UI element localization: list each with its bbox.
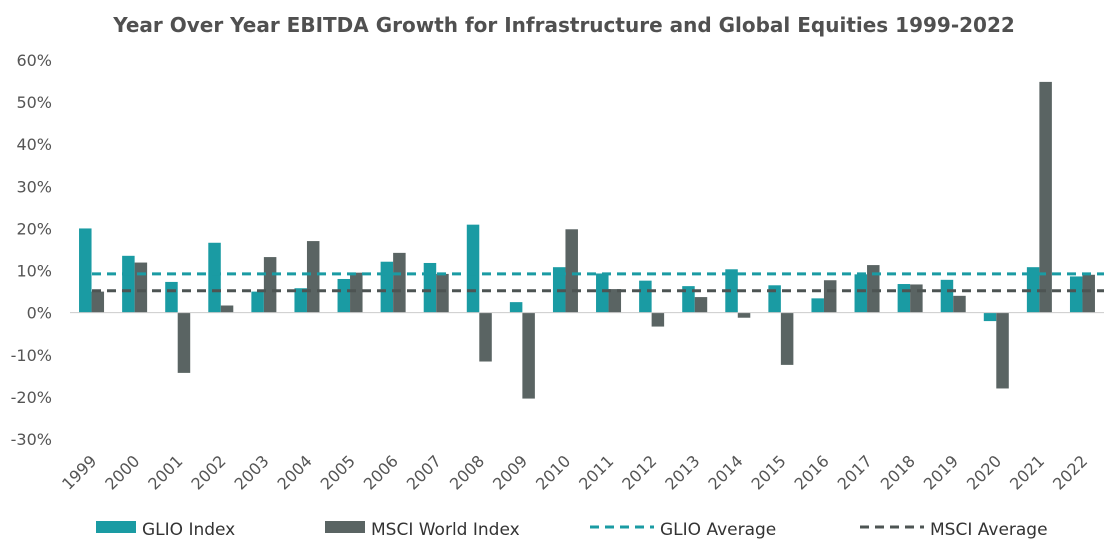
x-tick-label: 2011 [575,451,617,493]
msci-bar [134,262,148,313]
x-tick-label: 2020 [963,451,1005,493]
x-tick-label: 2002 [187,451,229,493]
x-tick-label: 2008 [446,451,488,493]
x-tick-label: 2016 [791,451,833,493]
legend-glio-average: GLIO Average [590,520,776,540]
x-tick-label: 2019 [920,451,962,493]
x-tick-label: 2013 [661,451,703,493]
legend-msci-world-index: MSCI World Index [325,520,520,540]
glio-bar [294,288,307,313]
msci-bar [436,273,449,313]
x-tick-label: 2003 [230,451,272,493]
legend-swatch [325,521,365,533]
legend-swatch [96,521,136,533]
glio-bar [122,255,135,313]
glio-bar [983,312,997,322]
x-tick-label: 2000 [101,451,143,493]
x-tick-label: 2015 [747,451,789,493]
chart-title: Year Over Year EBITDA Growth for Infrast… [112,13,1015,37]
x-tick-label: 2012 [618,451,660,493]
glio-bar [509,302,523,313]
glio-bar [811,298,824,313]
msci-bar [220,305,234,313]
x-tick-label: 2006 [360,451,402,493]
x-tick-label: 2014 [704,451,746,493]
msci-bar [91,291,105,313]
x-tick-label: 2022 [1049,451,1091,493]
y-tick-label: 60% [16,51,52,70]
msci-bar [1082,274,1095,313]
x-tick-label: 2005 [317,451,359,493]
y-tick-label: 10% [16,262,52,281]
msci-bar [479,312,492,362]
msci-bar [651,312,665,327]
bars [79,81,1095,399]
x-tick-label: 2001 [144,451,186,493]
glio-bar [251,291,264,313]
legend-glio-index: GLIO Index [96,520,235,540]
legend-msci-average: MSCI Average [860,520,1048,540]
glio-bar [165,281,178,313]
msci-bar [996,312,1009,389]
legend-label: MSCI Average [930,520,1048,540]
x-tick-label: 2018 [877,451,919,493]
x-axis: 1999 2000 2001 2002 2003 2004 2005 2006 2007 2008… [58,451,1091,493]
glio-bar [380,261,394,313]
x-tick-label: 2010 [532,451,574,493]
y-tick-label: 30% [16,177,52,196]
glio-bar [682,286,695,313]
y-tick-label: 20% [16,219,52,238]
legend-label: GLIO Average [660,520,776,540]
y-axis: 60% 50% 40% 30% 20% 10% 0% -10% -20% -30% [11,51,52,449]
msci-bar [177,312,191,373]
msci-bar [780,312,794,365]
legend-label: MSCI World Index [371,520,520,540]
legend-label: GLIO Index [142,520,235,540]
x-tick-label: 2007 [403,451,445,493]
glio-bar [596,273,609,313]
glio-bar [423,262,437,313]
y-tick-label: -10% [11,346,52,365]
glio-bar [854,274,868,313]
glio-bar [725,269,738,313]
legend: GLIO Index MSCI World Index GLIO Average MS… [96,520,1048,540]
glio-bar [897,284,911,313]
glio-bar [639,280,652,313]
y-tick-label: -20% [11,388,52,407]
x-tick-label: 2021 [1006,451,1048,493]
y-tick-label: 50% [16,93,52,112]
glio-bar [337,278,351,313]
msci-bar [306,241,320,313]
msci-bar [350,272,363,313]
y-tick-label: -30% [11,430,52,449]
glio-bar [940,279,954,313]
x-tick-label: 2009 [489,451,531,493]
msci-bar [1039,81,1052,313]
msci-bar [910,284,923,313]
average-lines [92,272,1104,293]
msci-bar [867,265,880,313]
glio-bar [1069,276,1083,313]
y-tick-label: 0% [27,304,52,323]
msci-bar [953,295,966,313]
msci-bar [694,297,708,313]
x-tick-label: 2004 [274,451,316,493]
msci-bar [522,312,535,399]
glio-bar [79,228,92,313]
y-tick-label: 40% [16,135,52,154]
msci-bar [393,252,406,313]
msci-bar [565,229,578,313]
msci-bar [263,257,277,313]
msci-bar [737,312,751,318]
glio-bar [208,242,221,313]
msci-bar [823,280,837,313]
msci-bar [608,289,622,313]
x-tick-label: 1999 [58,451,100,493]
x-tick-label: 2017 [834,451,876,493]
glio-bar [466,224,480,313]
glio-bar [1026,267,1040,313]
